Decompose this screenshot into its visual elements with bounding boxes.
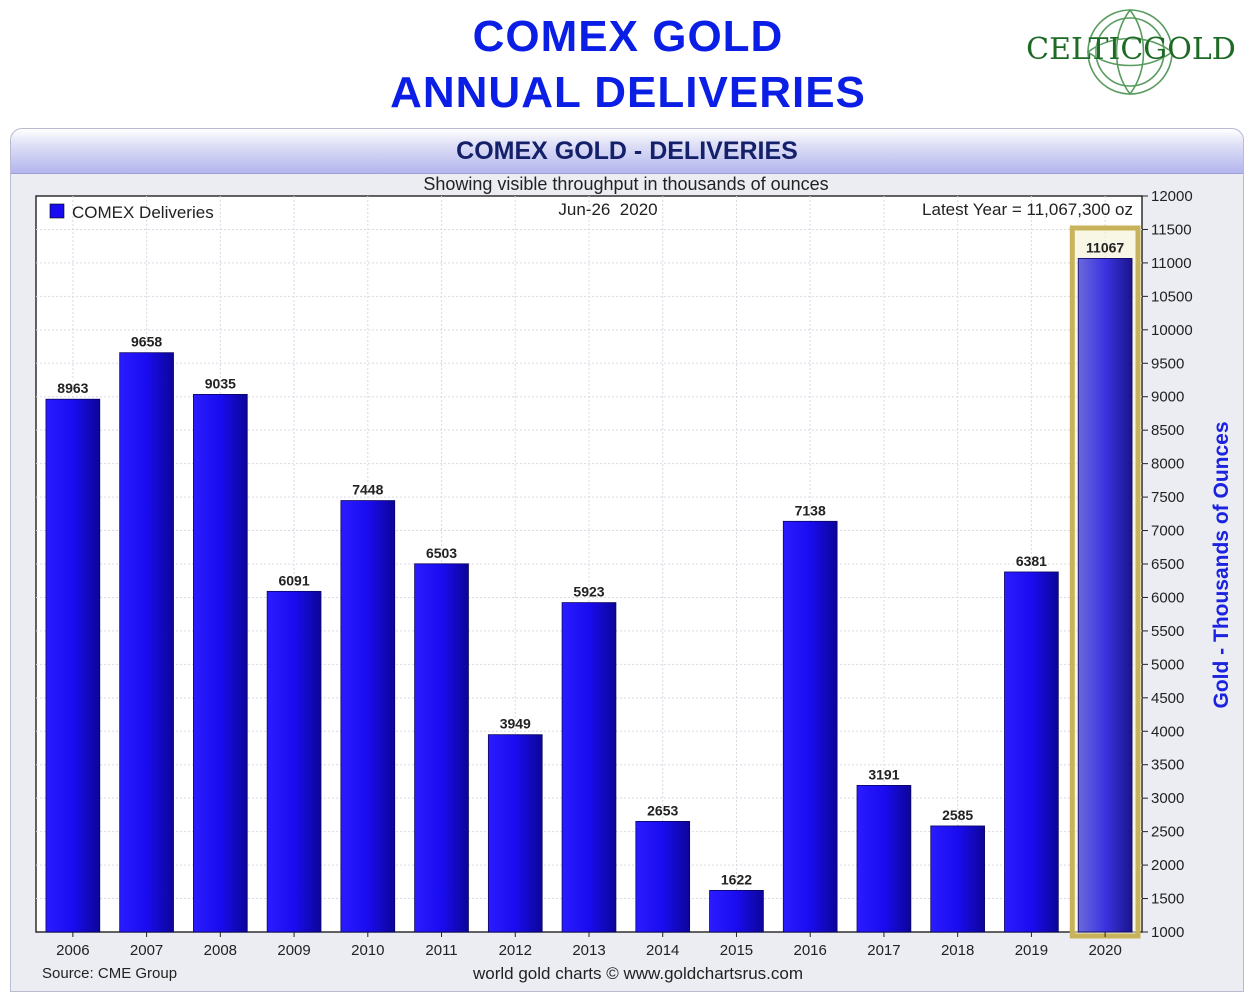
y-tick-label: 5000 [1151,656,1184,673]
y-tick-label: 4500 [1151,690,1184,707]
x-tick-label-2014: 2014 [646,942,679,959]
y-tick-label: 8000 [1151,456,1184,473]
y-tick-label: 8500 [1151,422,1184,439]
x-tick-label-2010: 2010 [351,942,384,959]
chart-subtitle: Showing visible throughput in thousands … [423,174,829,194]
y-tick-label: 1000 [1151,924,1184,941]
chart-date: Jun-26 2020 [558,200,657,219]
bar-2007 [119,352,174,933]
value-label-2006: 8963 [57,380,88,396]
x-tick-label-2020: 2020 [1088,942,1121,959]
y-tick-label: 2500 [1151,824,1184,841]
y-tick-label: 6500 [1151,556,1184,573]
y-tick-label: 10500 [1151,288,1193,305]
chart-title: COMEX GOLD - DELIVERIES [456,137,798,165]
value-label-2007: 9658 [131,334,162,350]
x-tick-label-2016: 2016 [794,942,827,959]
y-tick-label: 3500 [1151,757,1184,774]
headline-line-2: ANNUAL DELIVERIES [390,68,866,117]
x-tick-label-2015: 2015 [720,942,753,959]
y-tick-label: 11500 [1151,221,1192,238]
bar-2013 [561,602,617,933]
bar-2010 [340,500,396,933]
bar-2020 [1077,258,1133,933]
y-tick-label: 12000 [1151,188,1193,205]
x-tick-label-2006: 2006 [56,942,89,959]
value-label-2013: 5923 [573,584,604,600]
x-tick-label-2013: 2013 [572,942,605,959]
bar-2019 [1004,571,1059,933]
bar-2014 [635,820,691,933]
y-tick-label: 10000 [1151,322,1193,339]
value-label-2010: 7448 [352,482,383,498]
bar-2015 [709,889,764,933]
value-label-2015: 1622 [721,871,752,887]
x-tick-label-2011: 2011 [425,942,457,959]
credit-label: world gold charts © www.goldchartsrus.co… [472,964,803,983]
legend-swatch [49,203,65,219]
legend-label: COMEX Deliveries [72,203,214,222]
x-tick-label-2009: 2009 [277,942,310,959]
celticgold-logo: CELTICGOLD [1016,4,1244,100]
value-label-2008: 9035 [205,375,236,391]
y-tick-label: 6000 [1151,589,1184,606]
x-tick-labels: 2006 2007 2008 2009 2010 2011 2012 2013 2014 2015… [56,932,1122,959]
x-tick-label-2018: 2018 [941,942,974,959]
bar-2017 [856,785,912,933]
value-label-2016: 7138 [795,502,826,518]
value-label-2020: 11067 [1086,239,1124,255]
y-tick-label: 5500 [1151,623,1184,640]
x-tick-label-2007: 2007 [130,942,163,959]
headline-line-1: COMEX GOLD [472,12,784,61]
x-tick-label-2008: 2008 [204,942,237,959]
logo-text: CELTICGOLD [1026,32,1236,67]
y-tick-labels: 1000 1500 2000 2500 3000 3500 4000 4500 5000 5500… [1142,188,1193,941]
y-tick-label: 3000 [1151,790,1184,807]
x-tick-label-2012: 2012 [499,942,532,959]
y-tick-label: 11000 [1151,255,1192,272]
source-label: Source: CME Group [42,965,177,982]
y-tick-label: 9000 [1151,389,1184,406]
x-tick-label-2019: 2019 [1015,942,1048,959]
y-tick-label: 1500 [1151,891,1184,908]
y-tick-label: 4000 [1151,723,1184,740]
bar-2018 [930,825,985,933]
y-tick-label: 2000 [1151,857,1184,874]
value-label-2019: 6381 [1016,553,1047,569]
y-tick-label: 7500 [1151,489,1184,506]
x-tick-label-2017: 2017 [867,942,900,959]
y-tick-label: 7000 [1151,523,1184,540]
bar-2006 [45,398,101,933]
bar-2012 [487,734,543,933]
value-labels: 8963 9658 9035 6091 7448 6503 3949 5923 2653 1622… [57,239,1124,887]
y-axis-title: Gold - Thousands of Ounces [1210,421,1233,708]
value-label-2012: 3949 [500,716,531,732]
value-label-2014: 2653 [647,802,678,818]
bar-2016 [782,520,838,933]
celtic-knot-icon [1086,8,1174,96]
bar-2008 [193,393,248,933]
value-label-2011: 6503 [426,545,457,561]
value-label-2009: 6091 [278,572,309,588]
chart-panel-header: COMEX GOLD - DELIVERIES [11,129,1243,174]
latest-year-note: Latest Year = 11,067,300 oz [922,200,1133,219]
bars [45,258,1133,933]
value-label-2018: 2585 [942,807,973,823]
bar-2011 [414,563,469,933]
y-tick-label: 9500 [1151,355,1184,372]
bar-2009 [266,590,322,933]
value-label-2017: 3191 [868,766,899,782]
